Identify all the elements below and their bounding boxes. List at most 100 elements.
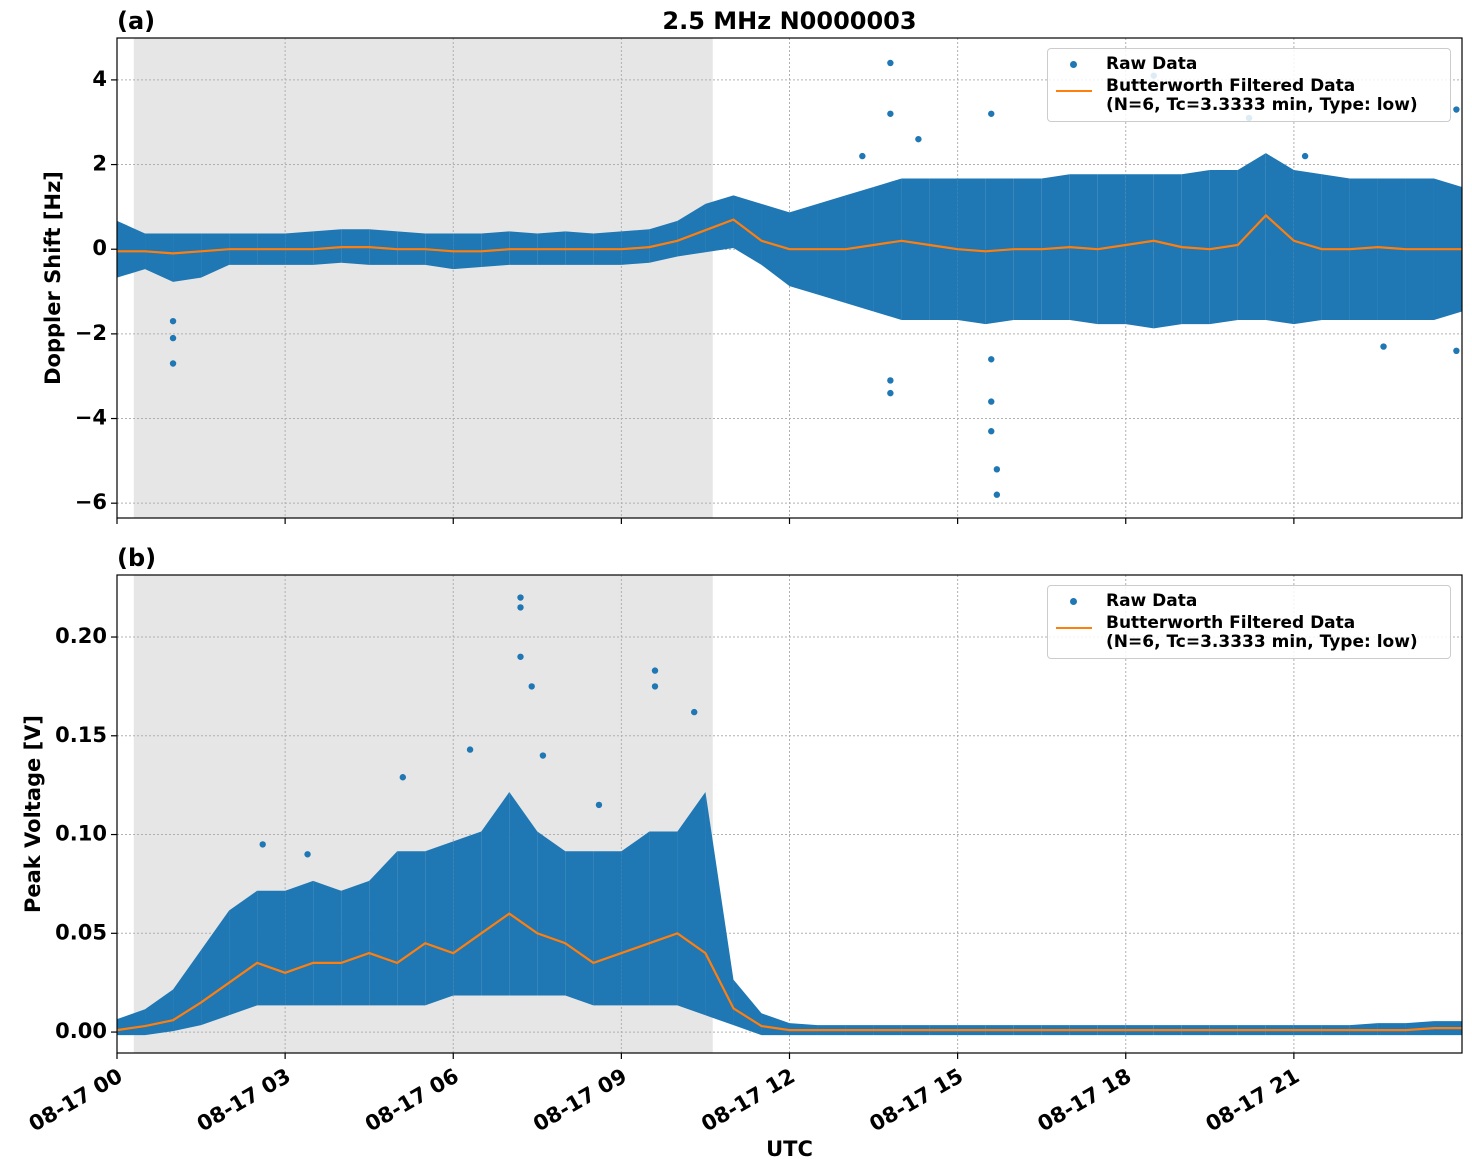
y-tick-label: 0.20 (55, 624, 107, 648)
legend: Raw Data Butterworth Filtered Data (N=6, … (1047, 585, 1451, 659)
legend-marker (1070, 61, 1077, 68)
raw-point (595, 801, 603, 809)
y-tick-label: 0.15 (55, 723, 107, 747)
legend-symbol (1048, 77, 1106, 97)
x-axis-label: UTC (766, 1137, 813, 1161)
filtered-line (117, 213, 1462, 255)
raw-point (1301, 152, 1309, 160)
raw-point (915, 135, 922, 143)
raw-band (1293, 170, 1322, 325)
y-axis-label: Peak Voltage [V] (21, 715, 45, 913)
y-tick-label: 0.05 (55, 920, 107, 944)
raw-band (173, 950, 202, 1032)
axes-frame (116, 574, 1463, 1054)
raw-band (733, 979, 762, 1036)
raw-band (621, 831, 650, 1006)
raw-point (304, 851, 311, 858)
x-tick-label: 08-17 12 (697, 1064, 799, 1137)
raw-band (1265, 153, 1294, 325)
x-tick-label: 08-17 18 (1033, 1064, 1135, 1137)
raw-band (845, 186, 874, 312)
raw-band (481, 792, 510, 996)
raw-point (169, 317, 177, 325)
x-tick-label: 08-17 06 (361, 1064, 463, 1137)
raw-point (651, 667, 659, 674)
raw-band (929, 178, 958, 320)
legend-marker (1070, 598, 1077, 605)
raw-band (705, 792, 734, 1026)
raw-band (425, 841, 454, 1006)
raw-point (887, 59, 894, 67)
raw-point (988, 428, 995, 435)
raw-band (397, 851, 426, 1006)
raw-band (145, 233, 174, 282)
legend-marker (1056, 627, 1092, 629)
raw-band (649, 831, 678, 1006)
raw-point (887, 377, 894, 384)
raw-point (517, 604, 524, 611)
legend-entry: Raw Data (1048, 592, 1450, 612)
legend-entry: Raw Data (1048, 55, 1450, 75)
raw-point (859, 152, 866, 160)
raw-point (539, 752, 547, 759)
raw-band (201, 233, 230, 278)
raw-band (677, 203, 706, 257)
y-tick-label: 0.00 (55, 1019, 107, 1043)
x-tick-label: 08-17 21 (1202, 1064, 1304, 1137)
raw-band (1125, 174, 1154, 329)
raw-band (453, 831, 482, 996)
raw-point (517, 594, 524, 601)
raw-data (117, 594, 1462, 1036)
raw-point (1380, 343, 1387, 350)
raw-band (341, 880, 370, 1006)
raw-band (593, 851, 622, 1006)
raw-point (399, 774, 407, 781)
legend-symbol (1048, 55, 1106, 75)
legend-label: Raw Data (1106, 591, 1198, 611)
raw-band (565, 851, 594, 1006)
raw-band (1153, 174, 1182, 329)
raw-point (169, 334, 177, 342)
y-tick-label: −4 (75, 406, 107, 430)
legend-label: Butterworth Filtered Data (N=6, Tc=3.333… (1106, 613, 1418, 652)
x-tick-label: 08-17 03 (193, 1064, 295, 1137)
raw-band (761, 1013, 790, 1036)
x-tick-label: 08-17 15 (865, 1064, 967, 1137)
legend-entry: Butterworth Filtered Data (N=6, Tc=3.333… (1048, 77, 1450, 115)
y-tick-label: 0 (92, 236, 107, 260)
raw-point (887, 110, 894, 117)
raw-point (988, 110, 995, 117)
y-tick-label: 2 (92, 152, 107, 176)
raw-point (169, 360, 177, 367)
y-tick-label: 4 (92, 67, 107, 91)
x-tick-label: 08-17 00 (25, 1064, 127, 1137)
raw-band (1321, 174, 1350, 320)
raw-point (887, 389, 894, 397)
x-tick-label: 08-17 09 (529, 1064, 631, 1137)
raw-band (649, 220, 678, 263)
legend-label: Butterworth Filtered Data (N=6, Tc=3.333… (1106, 76, 1418, 115)
raw-point (466, 746, 474, 753)
raw-point (1453, 347, 1460, 355)
legend-entry: Butterworth Filtered Data (N=6, Tc=3.333… (1048, 614, 1450, 652)
raw-point (988, 356, 995, 363)
raw-band (873, 178, 902, 320)
raw-point (691, 708, 698, 716)
legend-symbol (1048, 592, 1106, 612)
legend-symbol (1048, 614, 1106, 634)
raw-band (313, 880, 342, 1006)
axes-frame (116, 37, 1463, 519)
y-tick-label: 0.10 (55, 822, 107, 846)
legend-marker (1056, 90, 1092, 92)
chart-title: 2.5 MHz N0000003 (662, 7, 916, 35)
y-tick-label: −6 (75, 490, 107, 514)
raw-band (677, 792, 706, 1016)
filtered-line (116, 912, 1462, 1032)
raw-point (651, 683, 659, 690)
legend: Raw Data Butterworth Filtered Data (N=6, … (1047, 48, 1451, 122)
y-tick-label: −2 (75, 321, 107, 345)
panel-label: (b) (117, 544, 156, 572)
raw-band (901, 178, 930, 320)
